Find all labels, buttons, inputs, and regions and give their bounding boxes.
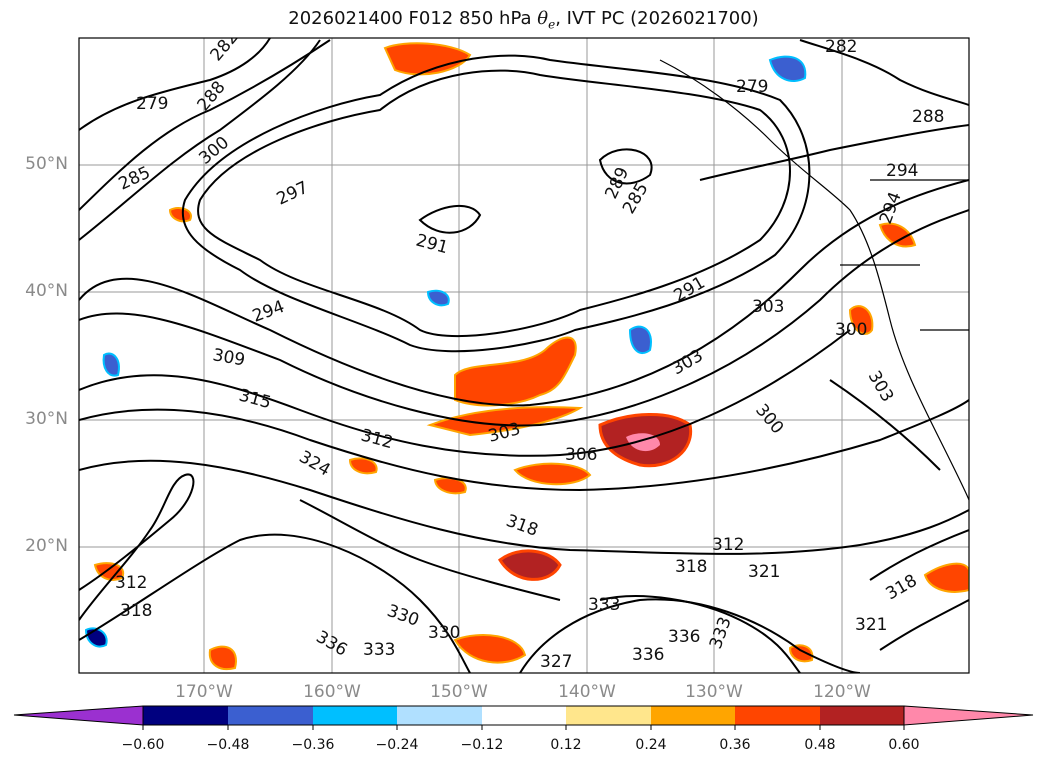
contour-label: 336	[668, 627, 700, 647]
colorbar-tick-label: 0.24	[635, 737, 667, 753]
lon-label: 170°W	[175, 682, 233, 702]
lat-label: 30°N	[25, 409, 68, 429]
ivt-patch-band	[426, 406, 584, 437]
colorbar-tick-label: −0.36	[291, 737, 335, 753]
colorbar-tick-label: −0.48	[206, 737, 250, 753]
colorbar-tick-label: −0.12	[460, 737, 504, 753]
colorbar-segment	[143, 706, 228, 725]
colorbar-tick-label: −0.60	[121, 737, 165, 753]
contour-label: 279	[736, 77, 768, 97]
colorbar-segment	[482, 706, 566, 725]
ivt-patch-central	[454, 336, 577, 407]
map-plot-area: 282 279 288 300 285 297 291 289 285 291 …	[79, 37, 969, 673]
colorbar-segment	[228, 706, 313, 725]
lat-label: 50°N	[25, 154, 68, 174]
contour-label: 282	[825, 37, 857, 57]
ivt-patch-orange2	[348, 457, 378, 475]
plot-frame	[78, 37, 970, 674]
ivt-patch-mid	[513, 462, 592, 486]
colorbar-segment	[566, 706, 651, 725]
lon-label: 130°W	[685, 682, 743, 702]
colorbar-segment	[820, 706, 904, 725]
colorbar-segment	[735, 706, 820, 725]
theta-symbol: θ	[537, 8, 549, 29]
contour-label: 336	[632, 645, 664, 665]
colorbar	[13, 705, 1034, 730]
ivt-patch-blue5	[102, 352, 120, 377]
ivt-patch-orange5	[878, 222, 917, 248]
contour-label: 318	[120, 601, 152, 621]
title-suffix: , IVT PC (2026021700)	[555, 8, 759, 29]
ivt-patch-w	[93, 562, 125, 581]
contour-label: 321	[855, 615, 887, 635]
ivt-patch-se	[923, 562, 969, 593]
contour-label: 279	[136, 94, 168, 114]
colorbar-tick-label: −0.24	[375, 737, 419, 753]
contour-label: 288	[912, 107, 944, 127]
lon-label: 160°W	[303, 682, 361, 702]
contour-label: 318	[675, 557, 707, 577]
theta-subscript: e	[548, 17, 556, 32]
contour-label: 312	[712, 535, 744, 555]
title-prefix: 2026021400 F012 850 hPa	[288, 8, 538, 29]
contour-label: 294	[886, 161, 918, 181]
ivt-patch-sw1	[208, 645, 237, 670]
ivt-patch-orange1	[168, 207, 192, 223]
colorbar-tick-label: 0.60	[888, 737, 920, 753]
contour-label: 306	[565, 445, 597, 465]
contour-label: 333	[588, 595, 620, 615]
coastline	[659, 59, 969, 501]
contour-label: 312	[115, 573, 147, 593]
ivt-patch-south	[498, 549, 562, 581]
contour-label: 300	[835, 320, 867, 340]
lon-label: 140°W	[558, 682, 616, 702]
theta-e-contours	[79, 38, 969, 673]
contour-label: 333	[363, 640, 395, 660]
colorbar-extend-low	[13, 705, 144, 726]
lat-label: 20°N	[25, 536, 68, 556]
colorbar-segment	[397, 706, 482, 725]
lon-label: 150°W	[430, 682, 488, 702]
ivt-patch-sw2	[453, 634, 527, 664]
ivt-patch-orange4	[788, 644, 814, 663]
contour-label: 327	[540, 652, 572, 672]
contour-label: 303	[752, 297, 784, 317]
map-title: 2026021400 F012 850 hPa θe, IVT PC (2026…	[0, 8, 1047, 32]
contour-label: 321	[748, 562, 780, 582]
colorbar-tick-label: 0.36	[719, 737, 751, 753]
ivt-patch-north	[383, 42, 472, 76]
ivt-patch-blue2	[628, 325, 652, 355]
ivt-patch-blue4	[426, 289, 450, 307]
colorbar-tick-label: 0.48	[804, 737, 836, 753]
colorbar-extend-high	[903, 705, 1034, 726]
colorbar-tick-label: 0.12	[550, 737, 582, 753]
ivt-patch-blue1	[768, 55, 807, 82]
colorbar-segment	[313, 706, 397, 725]
gridlines	[79, 38, 969, 673]
lat-label: 40°N	[25, 281, 68, 301]
colorbar-segment	[651, 706, 735, 725]
contour-label: 330	[428, 623, 460, 643]
lon-label: 120°W	[813, 682, 871, 702]
ivt-patch-coast	[848, 305, 874, 335]
